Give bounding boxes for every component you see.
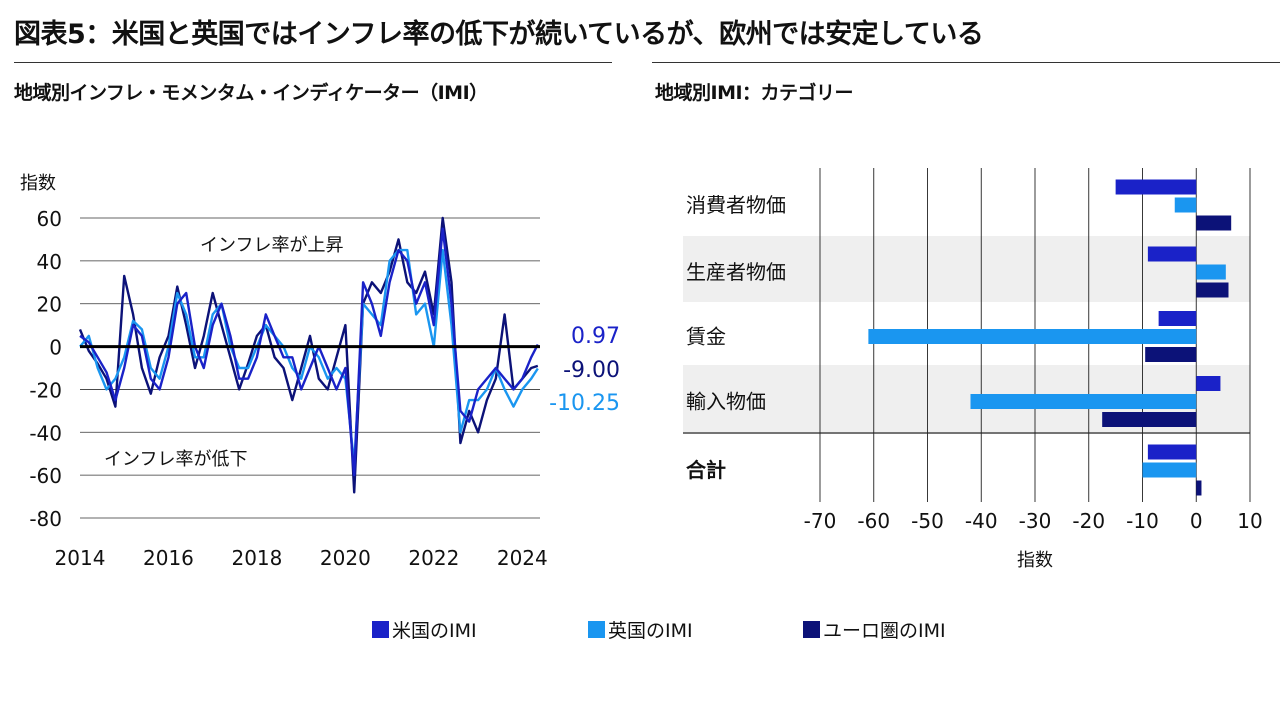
category-label: 賃金 (686, 325, 726, 349)
legend-label-euro: ユーロ圏のIMI (823, 620, 946, 642)
y-tick-label: 60 (37, 207, 62, 231)
x-tick-label: 2022 (408, 546, 459, 570)
y-tick-label: 20 (37, 293, 62, 317)
x-tick-label: -40 (965, 509, 998, 533)
x-tick-label: 2024 (497, 546, 548, 570)
y-tick-label: -20 (29, 378, 62, 402)
y-tick-label: -60 (29, 464, 62, 488)
x-tick-label: -30 (1019, 509, 1052, 533)
legend-swatch-euro (803, 621, 820, 638)
bar-euro (1102, 412, 1197, 427)
title-rule-right (652, 62, 1280, 63)
series-line-us (79, 227, 539, 477)
bar-us (1158, 311, 1197, 326)
bar-euro (1196, 215, 1232, 231)
y-tick-label: 40 (37, 250, 62, 274)
bar-us (1147, 444, 1197, 460)
y-tick-label: 0 (49, 336, 62, 360)
x-tick-label: 2020 (320, 546, 371, 570)
bar-us (1196, 376, 1221, 391)
bar-us (1147, 246, 1197, 262)
category-label: 合計 (686, 458, 726, 482)
bar-uk (868, 329, 1197, 344)
bar-euro (1145, 347, 1197, 362)
bar-euro (1196, 480, 1202, 496)
legend-item-euro: ユーロ圏のIMI (803, 616, 946, 643)
legend-label-us: 米国のIMI (392, 620, 477, 642)
bar-uk (970, 394, 1197, 409)
annotation-down: インフレ率が低下 (104, 449, 247, 470)
x-tick-label: 2016 (143, 546, 194, 570)
legend-item-uk: 英国のIMI (588, 616, 693, 643)
bar-uk (1142, 462, 1197, 478)
end-label-euro: -9.00 (563, 358, 620, 383)
x-axis-label: 指数 (1017, 550, 1053, 571)
y-tick-label: -80 (29, 507, 62, 531)
series-line-euro (78, 216, 539, 494)
x-tick-label: -70 (804, 509, 837, 533)
category-label: 輸入物価 (686, 390, 766, 414)
bar-euro (1196, 282, 1229, 298)
category-label: 消費者物価 (686, 193, 786, 217)
y-tick-label: -40 (29, 421, 62, 445)
x-tick-label: 10 (1237, 509, 1262, 533)
bar-chart: -70 -60 -50 -40 -30 -20 -10 0 10 指数 消費者物価生産者物価賃金輸入… (683, 168, 1263, 571)
x-tick-label: -20 (1072, 509, 1105, 533)
page-title: 図表5：米国と英国ではインフレ率の低下が続いているが、欧州では安定している (14, 19, 984, 50)
x-tick-label: -10 (1126, 509, 1159, 533)
category-label: 生産者物価 (686, 260, 786, 284)
annotation-up: インフレ率が上昇 (200, 235, 343, 256)
bar-us (1115, 179, 1197, 195)
x-tick-label: 2018 (231, 546, 282, 570)
legend-item-us: 米国のIMI (372, 616, 477, 643)
x-tick-label: 2014 (55, 546, 106, 570)
legend: 米国のIMI 英国のIMI ユーロ圏のIMI (0, 616, 1280, 646)
left-chart-title: 地域別インフレ・モメンタム・インディケーター（IMI） (14, 82, 488, 104)
legend-label-uk: 英国のIMI (608, 620, 693, 642)
x-tick-label: -60 (857, 509, 890, 533)
legend-swatch-us (372, 621, 389, 638)
end-label-uk: -10.25 (549, 391, 620, 416)
bar-uk (1174, 197, 1197, 213)
title-rule-left (14, 62, 612, 63)
right-chart-title: 地域別IMI：カテゴリー (655, 82, 854, 104)
y-axis-label: 指数 (20, 173, 56, 194)
legend-swatch-uk (588, 621, 605, 638)
x-tick-label: -50 (911, 509, 944, 533)
bar-uk (1196, 264, 1226, 280)
line-chart: 指数 60 40 20 0 -20 -40 -60 -80 2014 2016 2018 2020 202… (20, 173, 620, 570)
end-label-us: 0.97 (571, 324, 620, 349)
x-tick-label: 0 (1190, 509, 1203, 533)
